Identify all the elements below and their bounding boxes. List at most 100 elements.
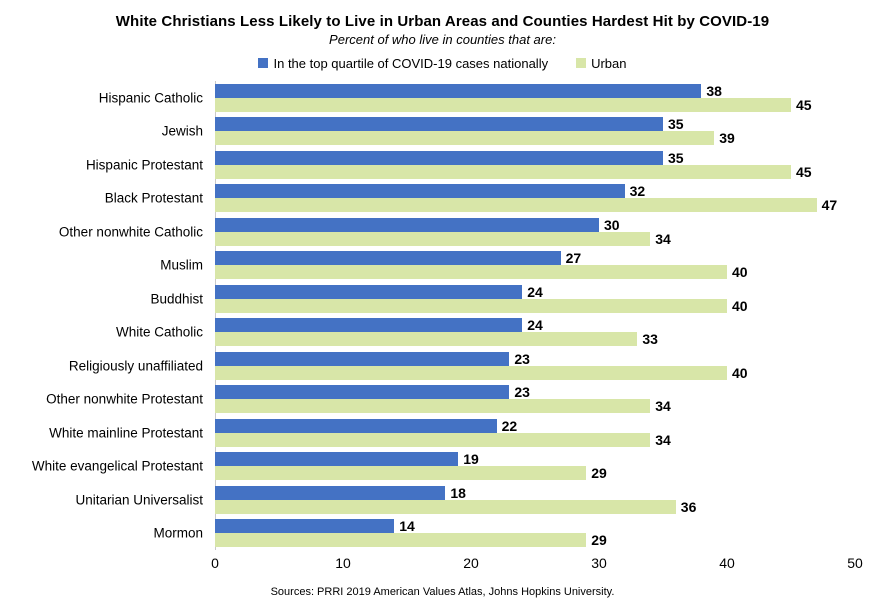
urban-value-label: 34 — [655, 230, 671, 247]
urban-bar — [215, 332, 638, 347]
covid-bar — [215, 351, 510, 366]
covid-value-label: 32 — [629, 183, 646, 200]
category-label: Religiously unaffiliated — [68, 358, 203, 374]
urban-bar-row: 47 — [215, 197, 855, 214]
category-group: Hispanic Protestant 35 45 — [86, 148, 855, 182]
urban-bar — [215, 499, 676, 514]
covid-bar-row: 32 — [215, 183, 855, 200]
urban-bar — [215, 533, 587, 548]
urban-bar-row: 34 — [215, 399, 855, 414]
urban-bar — [215, 198, 817, 213]
urban-bar-row: 45 — [215, 96, 855, 113]
covid-bar-row: 18 — [215, 485, 855, 500]
category-label: Mormon — [153, 525, 203, 541]
category-group: Muslim 27 40 — [160, 249, 855, 283]
category-label: White evangelical Protestant — [31, 458, 203, 474]
category-label: Muslim — [160, 257, 203, 273]
covid-bar-row: 24 — [215, 317, 855, 334]
urban-value-label: 34 — [655, 431, 671, 448]
category-group: Buddhist 24 40 — [150, 282, 855, 316]
legend: In the top quartile of COVID-19 cases na… — [0, 55, 885, 71]
urban-value-label: 45 — [796, 163, 812, 180]
category-group: Jewish 35 39 — [162, 115, 855, 149]
x-axis: 0 10 20 30 40 50 — [211, 555, 863, 573]
source-note: Sources: PRRI 2019 American Values Atlas… — [270, 586, 615, 598]
urban-value-label: 29 — [591, 532, 607, 549]
urban-value-label: 47 — [821, 197, 838, 214]
category-label: White Catholic — [115, 324, 203, 340]
urban-bar-row: 40 — [215, 297, 855, 314]
urban-bar-row: 39 — [215, 131, 855, 146]
category-group: White evangelical Protestant 19 29 — [32, 450, 855, 484]
category-label: Other nonwhite Catholic — [58, 224, 203, 240]
urban-bar-row: 34 — [215, 431, 855, 448]
urban-value-label: 45 — [796, 96, 812, 113]
covid-bar — [215, 385, 510, 400]
urban-value-label: 40 — [732, 364, 748, 381]
covid-bar — [215, 318, 523, 333]
covid-bar — [215, 117, 663, 132]
covid-bar — [215, 150, 663, 165]
urban-bar-row: 29 — [215, 532, 855, 549]
urban-bar — [215, 231, 651, 246]
covid-bar-row: 19 — [215, 452, 855, 467]
covid-bar — [215, 184, 625, 199]
category-group: Religiously unaffiliated 23 40 — [69, 349, 855, 383]
covid-value-label: 27 — [565, 250, 582, 267]
legend-item-urban: Urban — [576, 56, 627, 71]
category-label: Black Protestant — [104, 190, 203, 206]
covid-value-label: 24 — [527, 283, 543, 300]
category-group: Mormon 14 29 — [153, 517, 855, 551]
category-label: Other nonwhite Protestant — [46, 391, 203, 407]
category-label: Jewish — [161, 123, 203, 139]
covid-bar — [215, 418, 497, 433]
chart-title: White Christians Less Likely to Live in … — [115, 13, 770, 30]
covid-bar-row: 23 — [215, 351, 855, 366]
urban-bar-row: 33 — [215, 332, 855, 347]
x-tick-label: 0 — [211, 555, 219, 571]
covid-value-label: 24 — [527, 317, 543, 334]
urban-value-label: 29 — [591, 465, 607, 482]
urban-bar — [215, 399, 651, 414]
urban-bar-row: 36 — [215, 498, 855, 515]
category-group: Other nonwhite Catholic 30 34 — [59, 215, 855, 249]
covid-bar-row: 35 — [215, 116, 855, 133]
covid-bar — [215, 83, 702, 98]
covid-swatch-icon — [258, 58, 269, 68]
category-label: Unitarian Universalist — [75, 492, 203, 508]
covid-value-label: 35 — [668, 149, 684, 166]
covid-bar-row: 22 — [215, 417, 855, 434]
covid-value-label: 35 — [668, 116, 684, 133]
covid-value-label: 22 — [501, 417, 518, 434]
category-group: Unitarian Universalist 18 36 — [75, 483, 855, 517]
urban-bar-row: 40 — [215, 264, 855, 281]
category-label: Hispanic Catholic — [98, 90, 203, 106]
chart-rows: Hispanic Catholic 38 45 Jewish 35 39 Hispanic … — [32, 81, 855, 551]
chart-subtitle: Percent of who live in counties that are… — [329, 32, 556, 47]
category-group: Black Protestant 32 47 — [105, 182, 855, 216]
urban-value-label: 36 — [680, 498, 697, 515]
covid-bar — [215, 452, 459, 467]
covid-value-label: 14 — [399, 518, 415, 535]
x-tick-label: 30 — [591, 555, 607, 571]
legend-label-covid: In the top quartile of COVID-19 cases na… — [273, 55, 549, 71]
covid-bar — [215, 217, 599, 232]
y-axis-line — [215, 81, 216, 550]
category-group: White Catholic 24 33 — [116, 316, 855, 350]
category-group: White mainline Protestant 22 34 — [49, 416, 855, 450]
covid-bar-row: 23 — [215, 385, 855, 400]
urban-value-label: 40 — [732, 297, 748, 314]
x-tick-label: 10 — [335, 555, 351, 571]
urban-bar — [215, 298, 727, 313]
covid-bar-row: 38 — [215, 83, 855, 98]
covid-bar-row: 27 — [215, 250, 855, 267]
urban-value-label: 40 — [732, 264, 748, 281]
urban-bar — [215, 131, 715, 146]
x-tick-label: 50 — [847, 555, 863, 571]
covid-bar — [215, 251, 561, 266]
x-tick-label: 40 — [719, 555, 735, 571]
covid-bar — [215, 519, 395, 534]
urban-swatch-icon — [576, 58, 587, 68]
plot-area: Hispanic Catholic 38 45 Jewish 35 39 Hispanic … — [32, 81, 855, 551]
